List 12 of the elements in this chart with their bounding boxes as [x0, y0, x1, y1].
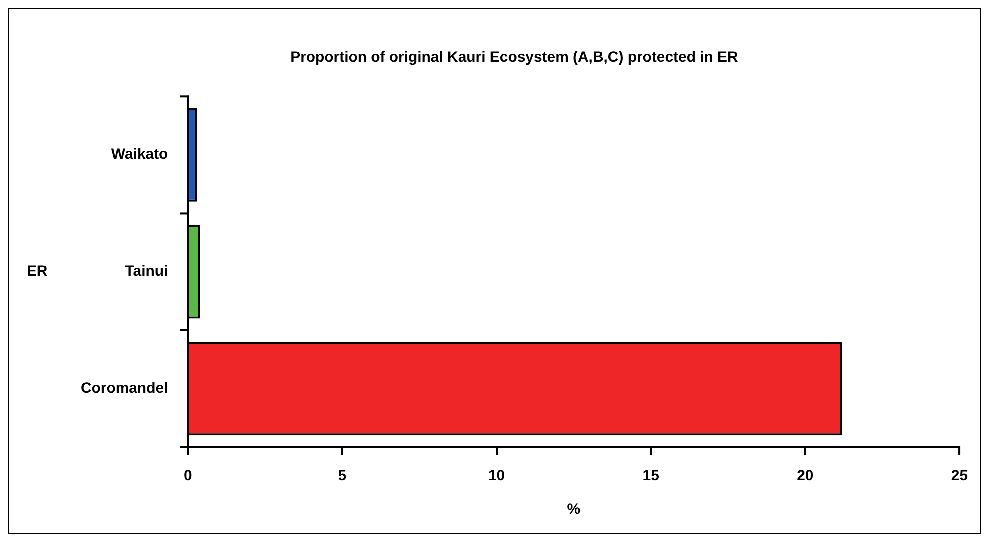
x-tick-label: 5: [338, 467, 347, 484]
y-tick-label: Waikato: [111, 146, 168, 164]
chart-title: Proportion of original Kauri Ecosystem (A,B,C) protected in ER: [290, 48, 739, 66]
y-tick-label: Tainui: [125, 263, 168, 280]
x-tick-label: 25: [951, 467, 968, 484]
x-tick-label: 20: [797, 467, 814, 484]
x-axis-title: %: [567, 501, 581, 518]
x-tick-label: 10: [488, 467, 506, 484]
y-tick-label: Coromandel: [80, 380, 168, 398]
x-tick-label: 15: [642, 467, 660, 484]
x-tick-label: 0: [184, 467, 192, 484]
y-axis-title: ER: [26, 263, 48, 280]
